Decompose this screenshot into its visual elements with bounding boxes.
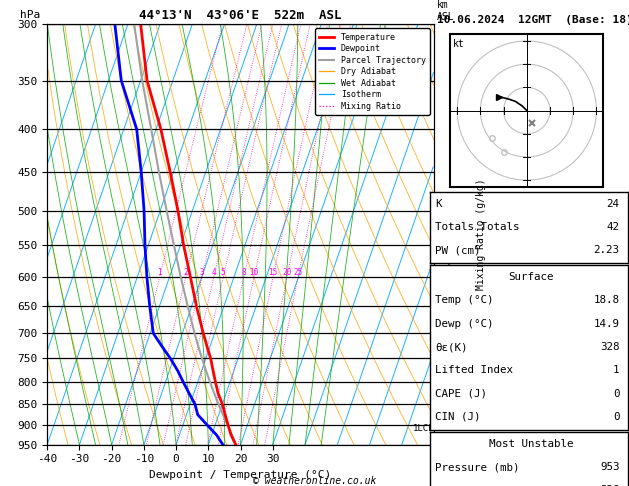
Text: 953: 953: [600, 462, 620, 472]
X-axis label: Dewpoint / Temperature (°C): Dewpoint / Temperature (°C): [150, 470, 331, 480]
Text: 10.06.2024  12GMT  (Base: 18): 10.06.2024 12GMT (Base: 18): [437, 15, 629, 25]
Title: 44°13'N  43°06'E  522m  ASL: 44°13'N 43°06'E 522m ASL: [140, 9, 342, 22]
Text: K: K: [435, 199, 442, 208]
Text: Dewp (°C): Dewp (°C): [435, 319, 494, 329]
Text: 14.9: 14.9: [594, 319, 620, 329]
Text: 24: 24: [606, 199, 620, 208]
Text: Surface: Surface: [508, 272, 554, 282]
Text: 1LCL: 1LCL: [413, 424, 434, 433]
Text: Mixing Ratio (g/kg): Mixing Ratio (g/kg): [476, 179, 486, 290]
Text: 2: 2: [184, 268, 188, 277]
Legend: Temperature, Dewpoint, Parcel Trajectory, Dry Adiabat, Wet Adiabat, Isotherm, Mi: Temperature, Dewpoint, Parcel Trajectory…: [315, 29, 430, 115]
Text: Pressure (mb): Pressure (mb): [435, 462, 520, 472]
Text: 18.8: 18.8: [594, 295, 620, 305]
Text: 0: 0: [613, 389, 620, 399]
Text: 4: 4: [211, 268, 216, 277]
Text: kt: kt: [454, 38, 465, 49]
Text: 42: 42: [606, 222, 620, 232]
Text: 328: 328: [600, 342, 620, 352]
Text: © weatheronline.co.uk: © weatheronline.co.uk: [253, 476, 376, 486]
Text: 2.23: 2.23: [594, 245, 620, 255]
Text: Most Unstable: Most Unstable: [489, 439, 574, 449]
Text: Lifted Index: Lifted Index: [435, 365, 513, 375]
Text: 25: 25: [293, 268, 303, 277]
Text: 20: 20: [282, 268, 292, 277]
Text: CAPE (J): CAPE (J): [435, 389, 487, 399]
Text: 3: 3: [199, 268, 204, 277]
Text: 5: 5: [221, 268, 226, 277]
Text: hPa: hPa: [20, 10, 40, 20]
Text: 0: 0: [613, 412, 620, 422]
Text: PW (cm): PW (cm): [435, 245, 481, 255]
Text: 15: 15: [269, 268, 277, 277]
Text: km
ASL: km ASL: [437, 0, 455, 22]
Text: Temp (°C): Temp (°C): [435, 295, 494, 305]
Text: 1: 1: [613, 365, 620, 375]
Text: Totals Totals: Totals Totals: [435, 222, 520, 232]
Text: 1: 1: [157, 268, 162, 277]
Text: θε(K): θε(K): [435, 342, 468, 352]
Text: 10: 10: [249, 268, 259, 277]
Text: CIN (J): CIN (J): [435, 412, 481, 422]
Text: 8: 8: [242, 268, 246, 277]
